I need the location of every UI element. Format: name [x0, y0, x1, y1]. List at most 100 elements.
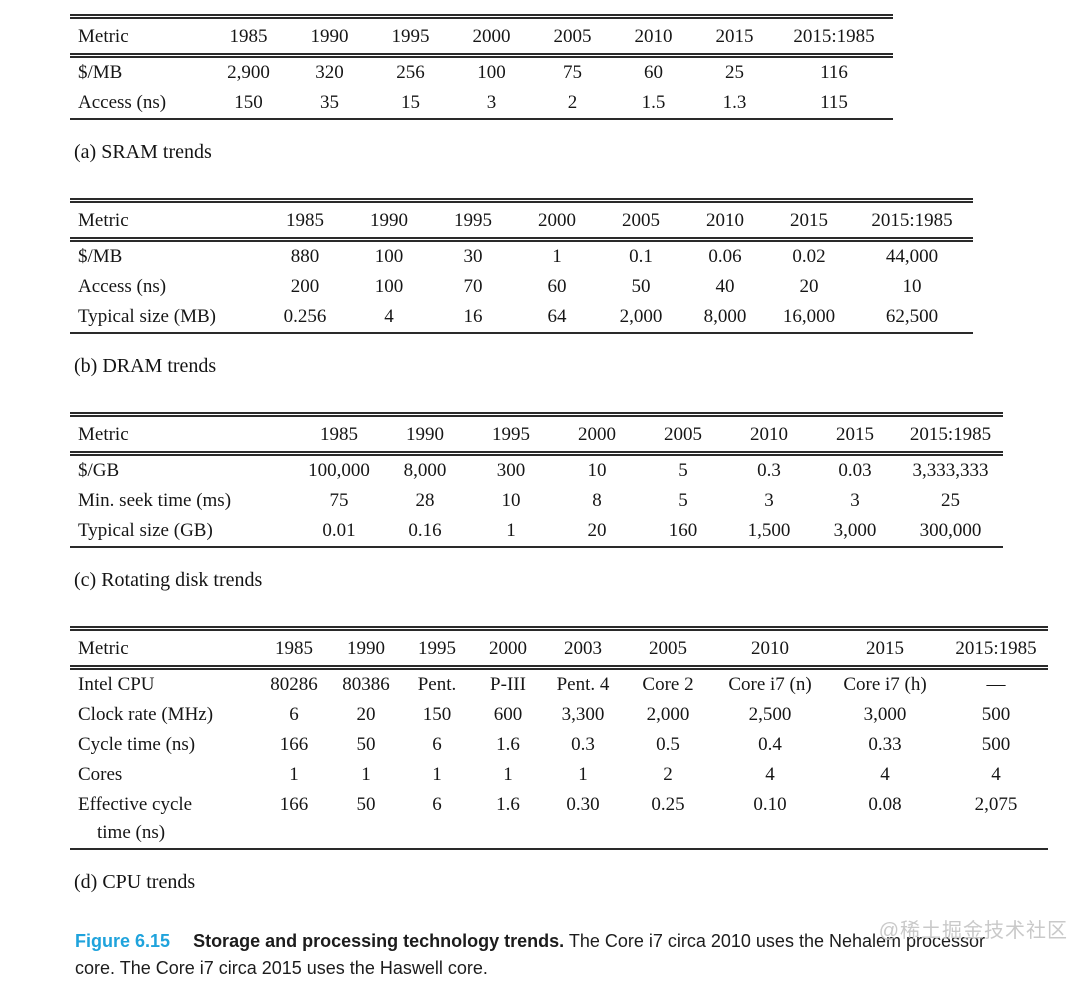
table-cell: 116 — [820, 62, 848, 83]
table-header-row: Metric 1985 1990 1995 2000 2005 2010 2015 2015:1… — [70, 415, 1003, 454]
table-cell: — — [986, 674, 1006, 695]
table-cell: 40 — [715, 276, 735, 297]
metric-label: Typical size (GB) — [78, 520, 213, 541]
table-cell: 1.6 — [496, 734, 520, 755]
table-cell: 0.25 — [651, 794, 685, 815]
table-cell: 2,075 — [974, 794, 1018, 815]
table-cell: 64 — [547, 306, 567, 327]
column-header: 2005 — [553, 26, 592, 47]
column-header: 1990 — [370, 210, 408, 231]
table-cell: 1.5 — [641, 92, 666, 113]
column-header: 1995 — [492, 424, 530, 445]
column-header: 2005 — [622, 210, 660, 231]
table-cell: 3 — [850, 490, 860, 511]
table-cell: 25 — [725, 62, 744, 83]
metric-label: Cores — [78, 764, 123, 785]
table-cell: 8,000 — [403, 460, 447, 481]
table-caption-a: (a) SRAM trends — [74, 141, 212, 163]
table-cell: 75 — [563, 62, 582, 83]
table-cell: Core 2 — [642, 674, 694, 695]
table-cell: 10 — [501, 490, 521, 511]
table-cell: 4 — [384, 306, 394, 327]
figure-title: Storage and processing technology trends… — [193, 931, 565, 951]
table-cell: 1 — [503, 764, 513, 785]
column-header: 2015 — [790, 210, 828, 231]
table-cell: 2 — [663, 764, 673, 785]
table-cell: 44,000 — [885, 246, 939, 267]
table-cell: 60 — [547, 276, 567, 297]
table-cell: 62,500 — [885, 306, 939, 327]
metric-label: Access (ns) — [78, 92, 167, 113]
column-header: 2000 — [538, 210, 576, 231]
table-cell: 25 — [941, 490, 960, 511]
table-cell: 50 — [631, 276, 651, 297]
table-cell: 20 — [799, 276, 819, 297]
figure-caption-text-line2: core. The Core i7 circa 2015 uses the Ha… — [75, 958, 488, 978]
table-cell: 3 — [486, 92, 497, 113]
table-cell: 4 — [880, 764, 890, 785]
table-cell: Core i7 (n) — [728, 674, 812, 695]
table-cell: 0.4 — [758, 734, 782, 755]
table-cell: Pent. 4 — [556, 674, 610, 695]
table-cell: 3,300 — [561, 704, 605, 725]
table-row: Access (ns) 150 35 15 3 2 1.5 1.3 115 — [70, 88, 893, 119]
table-row: Typical size (GB) 0.01 0.16 1 20 160 1,500 3,00… — [70, 516, 1003, 547]
table-cell: 100 — [374, 246, 404, 267]
table-cell: 160 — [668, 520, 698, 541]
table-cell: 2,500 — [748, 704, 792, 725]
table-cell: 166 — [279, 794, 309, 815]
table-cell: 8,000 — [703, 306, 747, 327]
column-header: 2015 — [836, 424, 874, 445]
table-cell: Core i7 (h) — [843, 674, 927, 695]
table-cell: 0.01 — [322, 520, 356, 541]
metric-label: Cycle time (ns) — [78, 734, 196, 755]
table-cell: 0.08 — [868, 794, 902, 815]
table-cell: 320 — [315, 62, 344, 83]
column-header: 2015 — [715, 26, 754, 47]
table-cell: 60 — [644, 62, 663, 83]
table-cell: 6 — [432, 794, 442, 815]
table-cell: 2 — [567, 92, 578, 113]
table-cell: 880 — [290, 246, 320, 267]
column-header: 2010 — [706, 210, 744, 231]
column-header: 2015:1985 — [909, 424, 992, 445]
table-row: Cycle time (ns) 166 50 6 1.6 0.3 0.5 0.4 0.33 500 — [70, 730, 1048, 760]
metric-label: Effective cycle time (ns) — [78, 794, 193, 843]
table-cell: 6 — [289, 704, 299, 725]
table-cell: 50 — [356, 794, 376, 815]
table-cell: 500 — [981, 734, 1011, 755]
column-header: 2010 — [751, 638, 789, 659]
table-cell: 0.33 — [868, 734, 902, 755]
column-header: 2003 — [564, 638, 602, 659]
table-cell: 0.02 — [792, 246, 826, 267]
table-cell: 500 — [981, 704, 1011, 725]
column-header: 2015:1985 — [871, 210, 953, 231]
table-cell: 15 — [401, 92, 420, 113]
table-cell: 5 — [678, 460, 688, 481]
table-cell: 70 — [463, 276, 483, 297]
metric-label: Typical size (MB) — [78, 306, 216, 327]
table-cell: 1.3 — [722, 92, 747, 113]
table-cell: 0.10 — [753, 794, 787, 815]
table-cell: 6 — [432, 734, 442, 755]
metric-label: $/MB — [78, 62, 123, 83]
table-cell: 0.03 — [838, 460, 872, 481]
table-cell: 0.06 — [708, 246, 742, 267]
metric-column-header: Metric — [78, 638, 129, 659]
table-cell: 30 — [463, 246, 483, 267]
table-cell: 2,000 — [619, 306, 663, 327]
table-row: Effective cycle time (ns) 166 50 6 1.6 0.30 0.… — [70, 790, 1048, 849]
table-cell: 10 — [902, 276, 922, 297]
table-cell: 80286 — [270, 674, 318, 695]
table-cell: 28 — [415, 490, 435, 511]
table-cell: 1 — [552, 246, 562, 267]
column-header: 1985 — [275, 638, 313, 659]
table-cell: 0.30 — [566, 794, 600, 815]
table-cell: 8 — [592, 490, 602, 511]
table-cell: 3,333,333 — [912, 460, 989, 481]
metric-label: Clock rate (MHz) — [78, 704, 214, 725]
table-cell: 300 — [496, 460, 526, 481]
table-caption-d: (d) CPU trends — [74, 871, 196, 893]
table-header-row: Metric 1985 1990 1995 2000 2005 2010 2015 2015:1… — [70, 201, 973, 240]
table-cell: 200 — [290, 276, 320, 297]
